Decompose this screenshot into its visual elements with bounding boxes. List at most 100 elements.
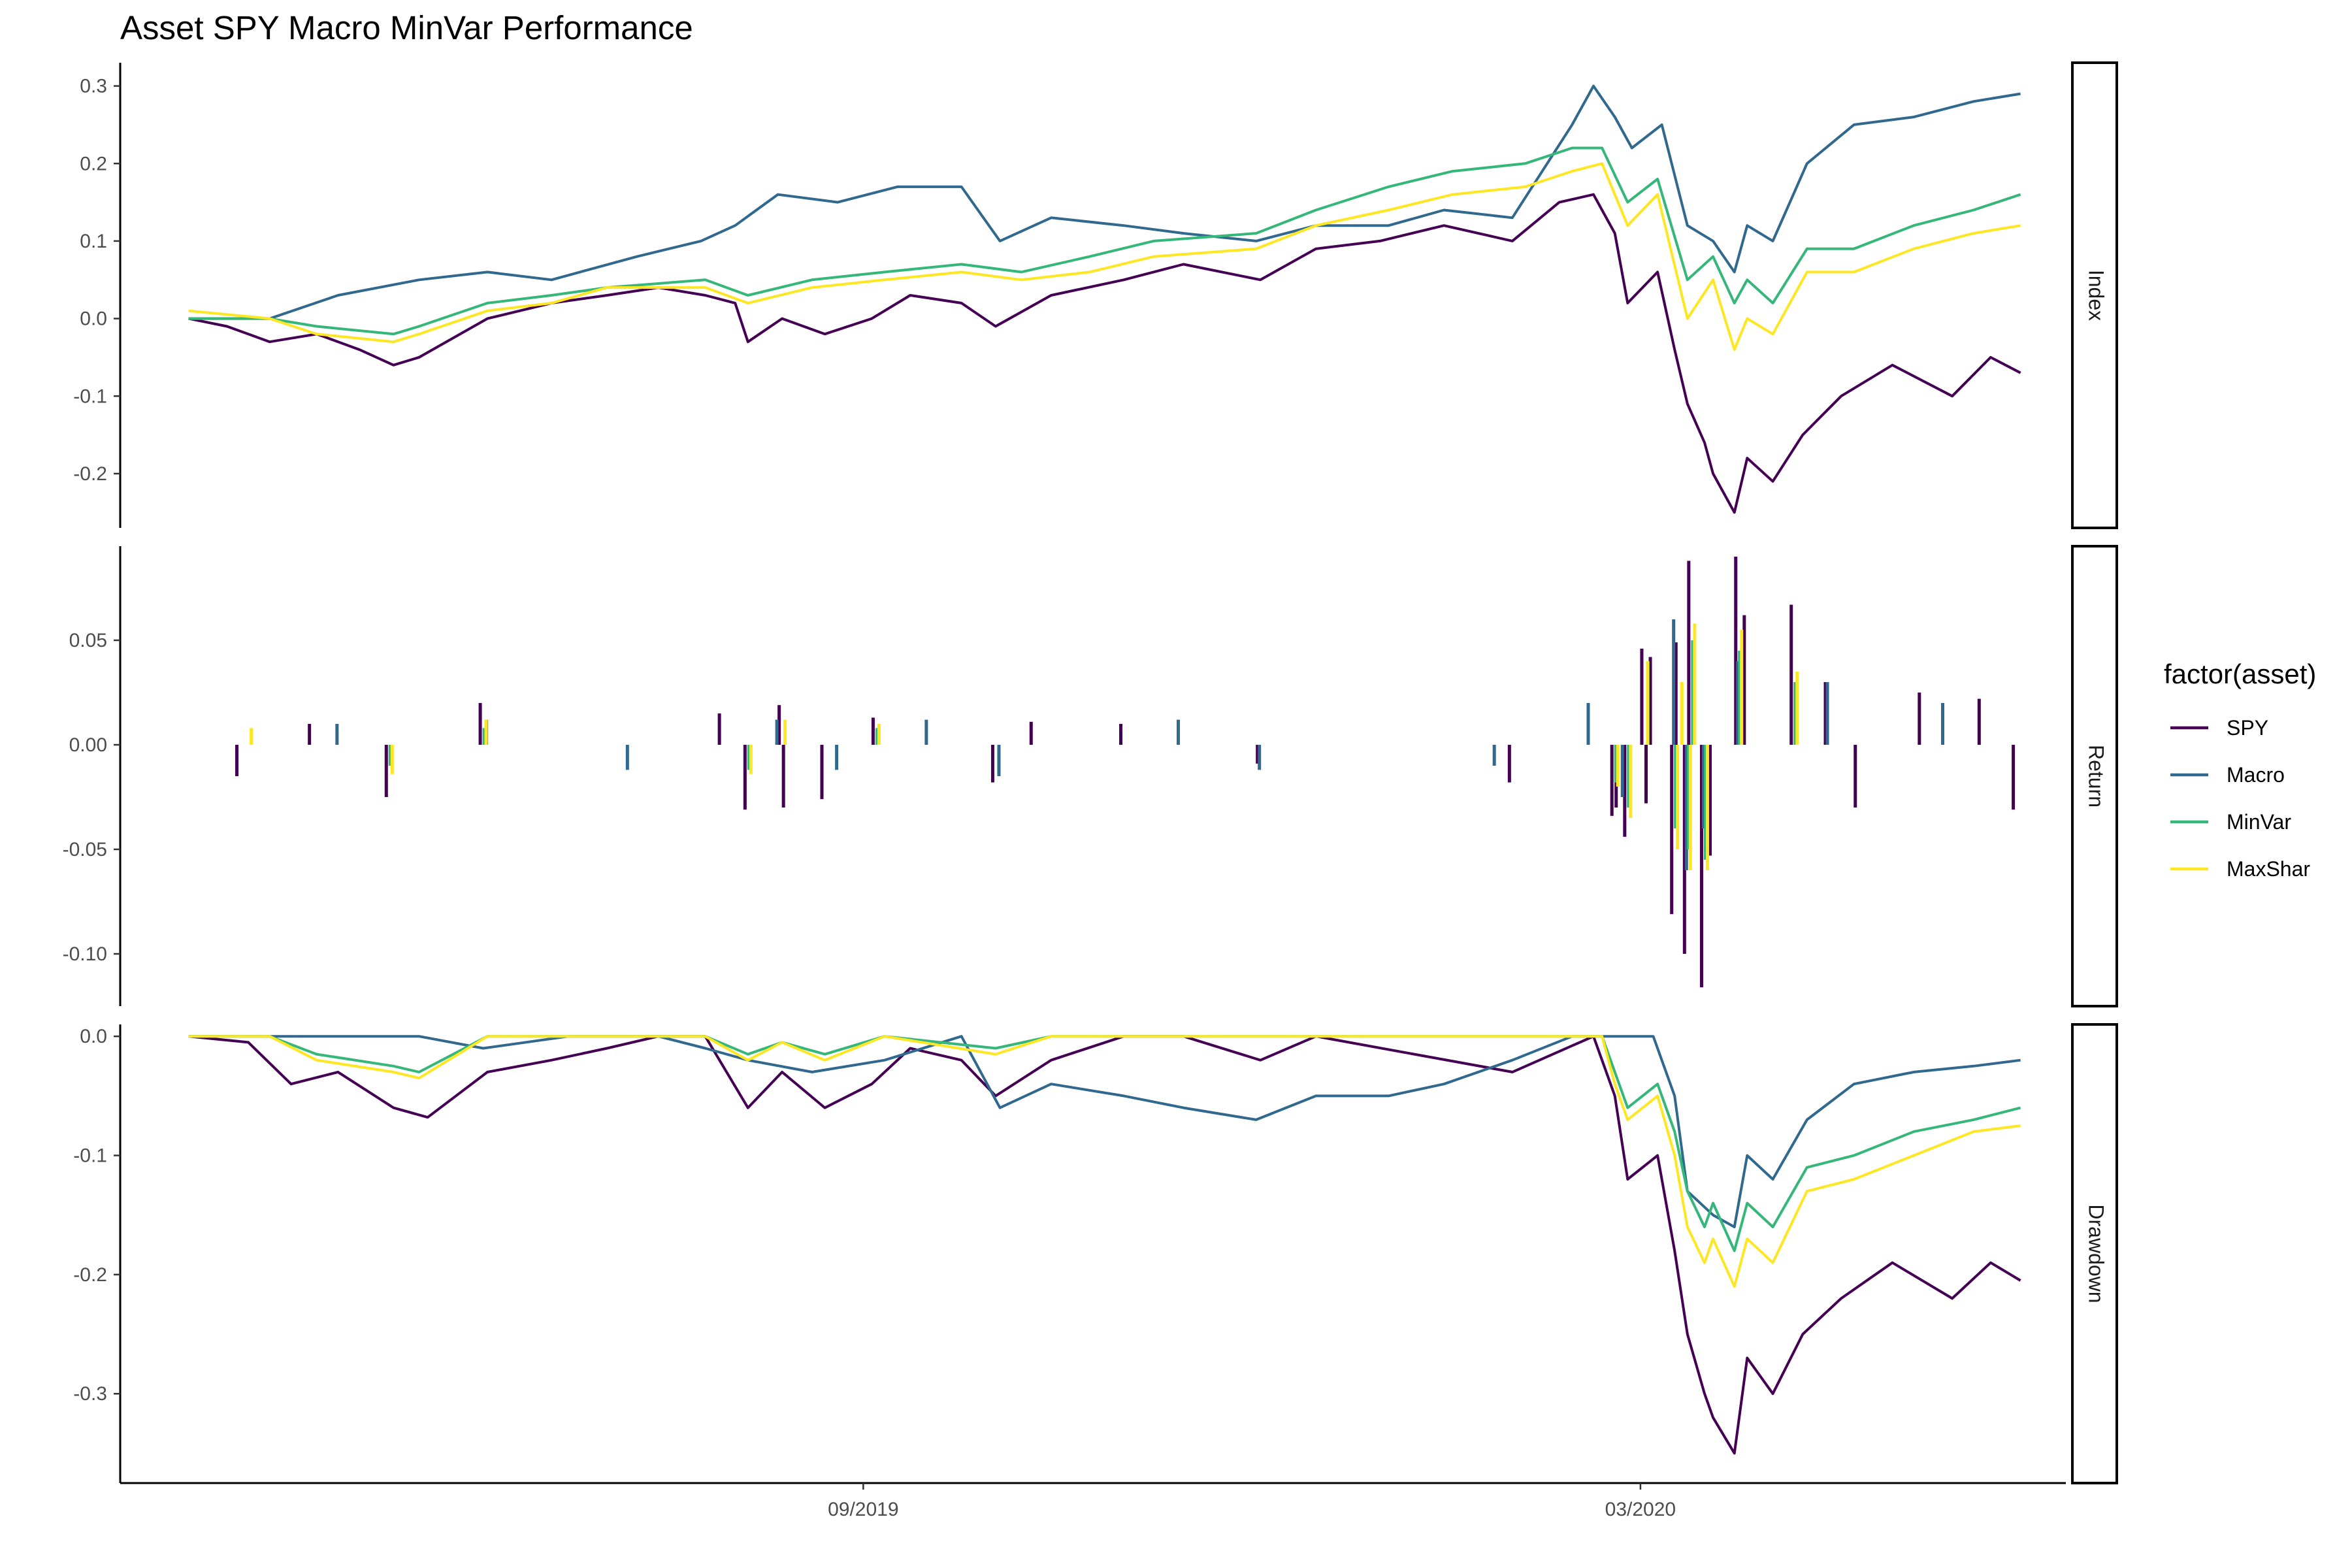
return-bar-macro — [1825, 682, 1829, 745]
index-y-tick-label: -0.1 — [73, 385, 107, 407]
return-bar-minvar — [482, 728, 486, 745]
return-bar-spy — [1687, 561, 1691, 745]
return-bar-macro — [997, 745, 1001, 776]
return-bar-macro — [1736, 661, 1740, 745]
x-tick-label: 09/2019 — [828, 1499, 898, 1520]
return-bar-maxshar — [1616, 745, 1620, 787]
index-marks — [188, 84, 2021, 514]
return-bar-minvar — [1703, 745, 1707, 860]
return-y-tick-label: 0.05 — [69, 630, 107, 651]
return-bar-spy — [781, 745, 785, 808]
return-bar-spy — [1699, 745, 1703, 988]
return-bar-spy — [1708, 745, 1712, 856]
drawdown-strip — [2071, 1023, 2118, 1484]
return-bar-spy — [1977, 698, 1981, 745]
drawdown-strip-label: Drawdown — [2085, 1204, 2108, 1303]
return-bar-minvar — [1691, 640, 1695, 745]
return-bar-spy — [308, 724, 312, 745]
return-bar-minvar — [875, 728, 879, 745]
return-bar-spy — [1918, 693, 1921, 745]
return-bar-spy — [990, 745, 994, 783]
return-bar-macro — [775, 719, 779, 745]
index-y-tick-label: 0.0 — [80, 308, 107, 330]
return-bar-maxshar — [484, 719, 488, 745]
return-bar-maxshar — [1740, 630, 1744, 745]
panel-drawdown: 0.0 -0.1 -0.2 -0.3 Drawdown — [73, 1023, 2118, 1484]
return-bar-spy — [1256, 745, 1260, 764]
return-bar-spy — [235, 745, 239, 776]
legend-entry-spy: SPY — [2170, 716, 2268, 740]
panel-index: 0.3 0.2 0.1 0.0 -0.1 -0.2 Index — [73, 61, 2118, 529]
drawdown-line-maxshar — [188, 1035, 2021, 1288]
x-axis: 09/2019 03/2020 — [120, 1482, 2066, 1520]
return-bar-maxshar — [250, 728, 253, 745]
return-bar-spy — [1734, 557, 1738, 745]
panels: 0.3 0.2 0.1 0.0 -0.1 -0.2 Index 0.05 0.00 -0.05 -0… — [63, 61, 2118, 1484]
return-bar-minvar — [1686, 745, 1690, 849]
return-bar-maxshar — [1646, 661, 1650, 745]
return-bar-macro — [625, 745, 629, 770]
return-bar-maxshar — [1688, 745, 1692, 870]
index-strip-label: Index — [2085, 270, 2108, 321]
legend-label-macro: Macro — [2227, 763, 2285, 787]
return-bar-maxshar — [749, 745, 753, 774]
return-series-minvar — [388, 640, 1797, 860]
return-bar-maxshar — [1676, 745, 1680, 849]
return-bar-spy — [2012, 745, 2016, 810]
return-y-tick-label: 0.00 — [69, 734, 107, 756]
return-bar-maxshar — [877, 724, 881, 745]
legend-entry-minvar: MinVar — [2170, 810, 2291, 834]
return-bar-spy — [743, 745, 747, 810]
return-marks — [235, 557, 2016, 988]
legend-label-spy: SPY — [2227, 716, 2268, 740]
return-series-spy — [235, 557, 2016, 988]
return-bar-maxshar — [1693, 623, 1697, 745]
return-bar-spy — [1610, 745, 1614, 816]
return-bar-spy — [717, 713, 721, 745]
return-bar-minvar — [1614, 745, 1618, 783]
legend: factor(asset) SPY Macro MinVar MaxShar — [2164, 659, 2316, 881]
return-bar-macro — [1672, 619, 1676, 745]
return-bar-macro — [924, 719, 928, 745]
index-strip — [2071, 61, 2118, 529]
return-bar-macro — [1492, 745, 1496, 766]
return-bar-spy — [820, 745, 824, 800]
return-bar-spy — [871, 717, 875, 745]
return-bar-macro — [1258, 745, 1262, 770]
return-bar-spy — [1670, 745, 1674, 915]
return-bar-minvar — [1674, 745, 1678, 828]
return-bar-spy — [1682, 745, 1686, 954]
legend-entry-macro: Macro — [2170, 763, 2285, 787]
panel-return: 0.05 0.00 -0.05 -0.10 Return — [63, 545, 2118, 1007]
return-strip — [2071, 545, 2118, 1007]
return-bar-spy — [1648, 657, 1652, 745]
return-bar-spy — [1507, 745, 1511, 783]
return-bar-spy — [1823, 682, 1827, 745]
drawdown-marks — [188, 1035, 2021, 1455]
return-bar-spy — [1854, 745, 1857, 808]
return-series-maxshar — [250, 623, 1799, 870]
return-bar-macro — [1701, 745, 1705, 828]
index-y-tick-label: 0.2 — [80, 153, 107, 174]
return-bar-macro — [1684, 745, 1688, 870]
return-bar-spy — [1789, 604, 1793, 745]
legend-label-maxshar: MaxShar — [2227, 857, 2310, 881]
index-y-tick-label: -0.2 — [73, 463, 107, 485]
return-bar-spy — [1029, 721, 1033, 745]
legend-entry-maxshar: MaxShar — [2170, 857, 2310, 881]
return-bar-minvar — [747, 745, 751, 770]
return-bar-minvar — [1738, 651, 1742, 745]
index-line-minvar — [188, 146, 2021, 336]
drawdown-y-tick-label: -0.1 — [73, 1145, 107, 1167]
return-bar-spy — [1644, 745, 1648, 804]
drawdown-y-tick-label: -0.2 — [73, 1264, 107, 1286]
return-bar-spy — [777, 705, 781, 745]
return-bar-minvar — [1627, 745, 1631, 808]
return-bar-minvar — [1793, 682, 1797, 745]
x-tick-label: 03/2020 — [1605, 1499, 1676, 1520]
index-y-tick-label: 0.1 — [80, 231, 107, 252]
return-bar-spy — [1640, 648, 1644, 745]
return-bar-maxshar — [1680, 682, 1684, 745]
